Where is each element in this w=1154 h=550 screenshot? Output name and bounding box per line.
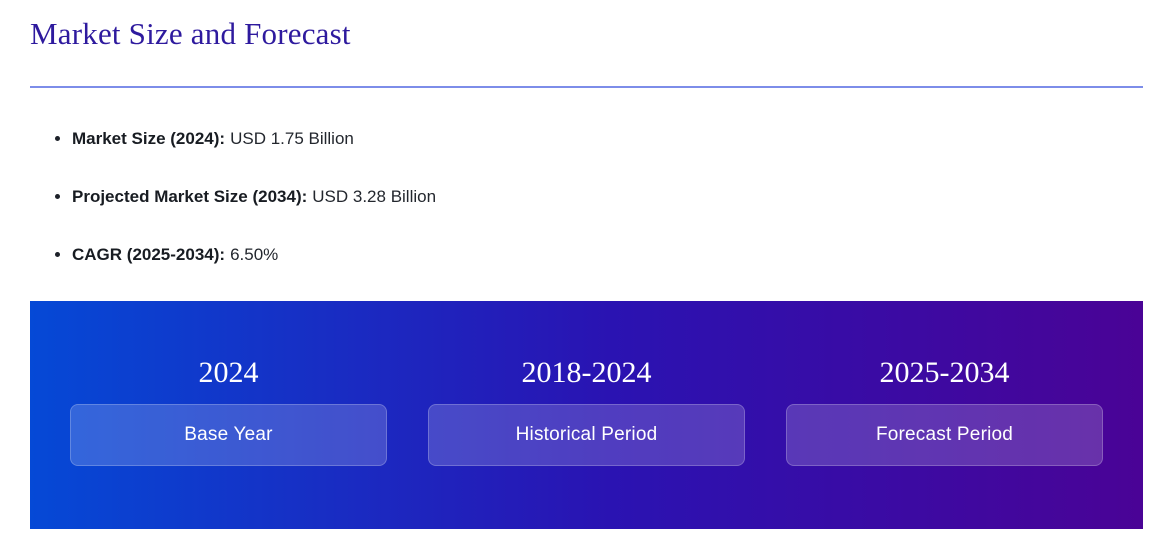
timeline-period-badge: Base Year: [70, 404, 387, 466]
list-item-projected-market-size: Projected Market Size (2034):USD 3.28 Bi…: [72, 185, 1143, 209]
timeline-year-range: 2018-2024: [521, 356, 652, 389]
stat-value: USD 1.75 Billion: [230, 129, 354, 148]
timeline-banner: 2024 Base Year 2018-2024 Historical Peri…: [30, 301, 1143, 529]
timeline-year-range: 2025-2034: [879, 356, 1010, 389]
key-stats-list: Market Size (2024):USD 1.75 Billion Proj…: [30, 127, 1143, 267]
stat-value: 6.50%: [230, 245, 279, 264]
page-title: Market Size and Forecast: [30, 16, 351, 51]
stat-label: Market Size (2024):: [72, 129, 226, 148]
stat-value: USD 3.28 Billion: [312, 187, 437, 206]
timeline-column-base-year: 2024 Base Year: [70, 354, 387, 466]
list-item-cagr: CAGR (2025-2034):6.50%: [72, 243, 1143, 267]
timeline-column-historical-period: 2018-2024 Historical Period: [428, 354, 745, 466]
timeline-period-badge: Historical Period: [428, 404, 745, 466]
list-item-market-size: Market Size (2024):USD 1.75 Billion: [72, 127, 1143, 151]
stat-label: Projected Market Size (2034):: [72, 187, 308, 206]
timeline-year-range: 2024: [198, 356, 259, 389]
divider: [30, 86, 1143, 88]
timeline-column-forecast-period: 2025-2034 Forecast Period: [786, 354, 1103, 466]
timeline-period-badge: Forecast Period: [786, 404, 1103, 466]
stat-label: CAGR (2025-2034):: [72, 245, 226, 264]
